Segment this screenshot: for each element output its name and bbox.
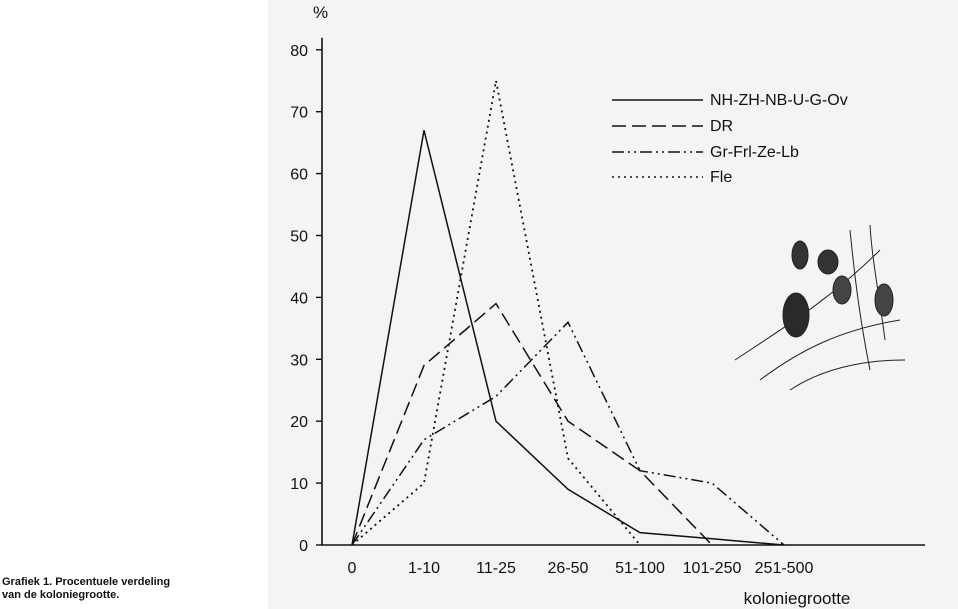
- x-tick-label: 1-10: [408, 560, 440, 577]
- legend-label: Fle: [710, 169, 732, 186]
- y-tick-label: 10: [290, 476, 308, 493]
- page-background: [268, 0, 958, 609]
- series-line-dr: [351, 302, 713, 546]
- legend-label: NH-ZH-NB-U-G-Ov: [710, 92, 848, 109]
- series-line-nh-zh-nb-u-g-ov: [351, 130, 785, 546]
- series-lines: [351, 80, 785, 546]
- series-line-gr-frl-ze-lb: [351, 320, 785, 546]
- caption-line: van de koloniegrootte.: [2, 589, 120, 601]
- x-axis-label: koloniegrootte: [744, 589, 851, 608]
- legend-label: DR: [710, 118, 733, 135]
- axes: 0 10 20 30 40 50 60 70 80 0 1-10 11-25 26-50 51-100 10…: [290, 37, 925, 577]
- figure-caption: Grafiek 1. Procentuele verdeling van de …: [2, 576, 242, 602]
- x-tick-label: 251-500: [755, 560, 814, 577]
- y-tick-label: 70: [290, 105, 308, 122]
- y-tick-label: 0: [299, 538, 308, 555]
- y-tick-label: 50: [290, 229, 308, 246]
- series-line-fle: [351, 80, 641, 546]
- y-axis-label: %: [313, 3, 328, 22]
- y-tick-label: 60: [290, 167, 308, 184]
- legend: NH-ZH-NB-U-G-Ov DR Gr-Frl-Ze-Lb Fle: [612, 92, 848, 186]
- x-tick-label: 26-50: [548, 560, 589, 577]
- x-tick-label: 11-25: [476, 560, 516, 577]
- y-tick-label: 30: [290, 352, 308, 369]
- caption-line: Grafiek 1. Procentuele verdeling: [2, 576, 171, 588]
- swallows-illustration: [734, 224, 906, 391]
- legend-label: Gr-Frl-Ze-Lb: [710, 144, 799, 161]
- x-tick-label: 0: [348, 560, 357, 577]
- y-tick-label: 20: [290, 414, 308, 431]
- y-tick-label: 80: [290, 43, 308, 60]
- x-tick-label: 51-100: [615, 560, 665, 577]
- x-tick-label: 101-250: [683, 560, 742, 577]
- y-tick-label: 40: [290, 290, 308, 307]
